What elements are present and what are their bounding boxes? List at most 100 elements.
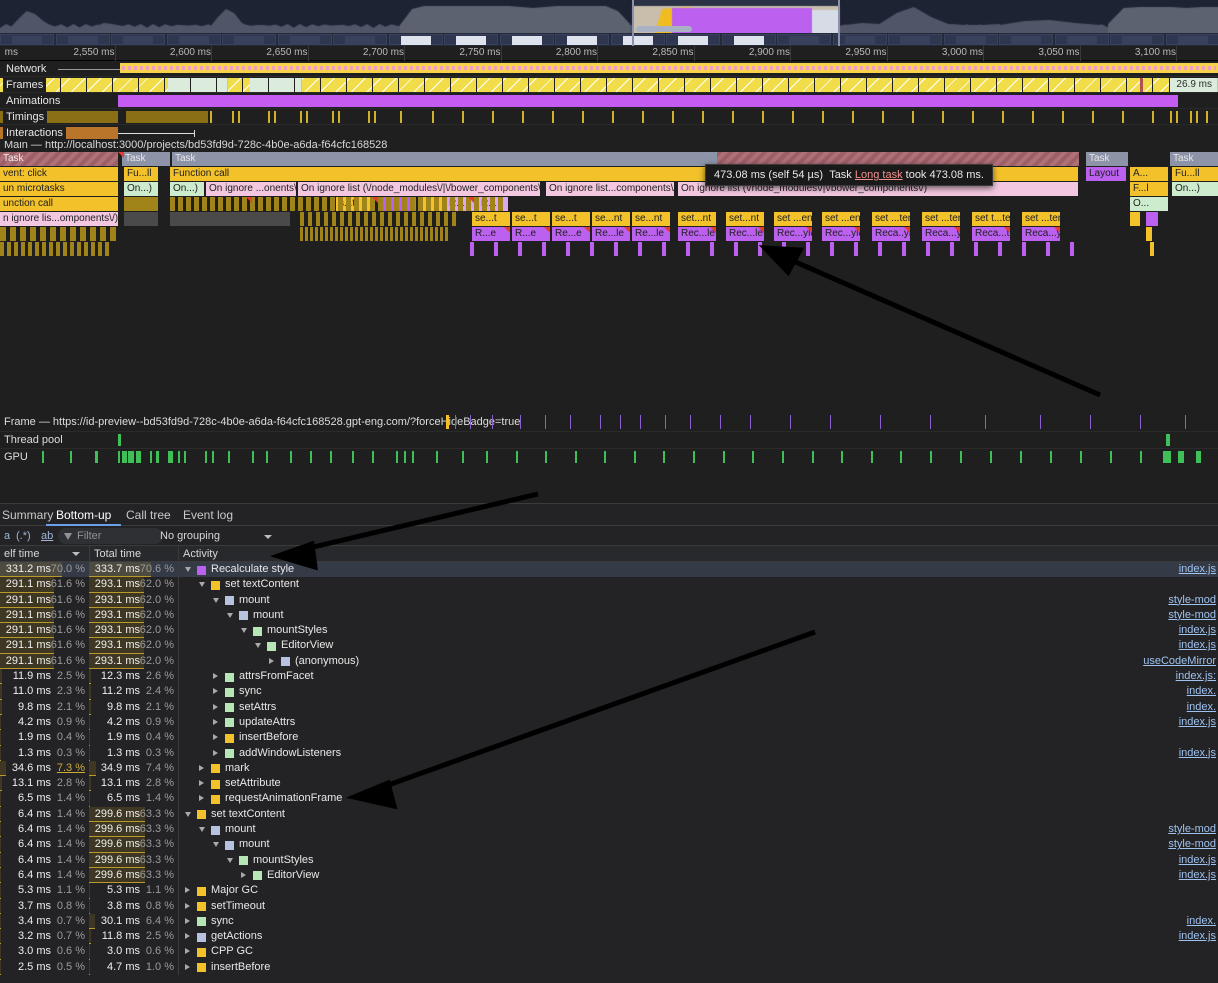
gpu-task[interactable]: [352, 451, 354, 463]
flame-block[interactable]: [370, 227, 373, 241]
flame-block[interactable]: [310, 227, 313, 241]
flame-set-textcontent[interactable]: set...nt: [678, 212, 716, 226]
flame-block[interactable]: [300, 212, 304, 226]
flame-block[interactable]: [542, 242, 546, 256]
flame-task[interactable]: [717, 152, 1079, 166]
tab-bottom-up[interactable]: Bottom-up: [46, 504, 122, 526]
table-row[interactable]: 3.7 ms 0.8 % 3.8 ms 0.8 % setTimeout: [0, 898, 1218, 914]
flame-block[interactable]: [335, 227, 338, 241]
gpu-task[interactable]: [1020, 451, 1022, 463]
gpu-task[interactable]: [663, 451, 665, 463]
flame-recalculate-style[interactable]: Rec...le: [678, 227, 716, 241]
table-row[interactable]: 331.2 ms 70.0 % 333.7 ms 70.6 % Recalculate …: [0, 562, 1218, 578]
source-link[interactable]: index.js:: [1175, 670, 1216, 683]
chevron-down-icon[interactable]: [199, 582, 205, 588]
gpu-task[interactable]: [184, 451, 186, 463]
chevron-right-icon[interactable]: [213, 688, 218, 695]
gpu-task[interactable]: [205, 451, 207, 463]
table-row[interactable]: 4.2 ms 0.9 % 4.2 ms 0.9 % updateAttrs index.j…: [0, 714, 1218, 731]
flame-block[interactable]: [340, 212, 344, 226]
timing-marker[interactable]: [1196, 111, 1198, 123]
flame-block[interactable]: [226, 197, 231, 211]
flame-block[interactable]: [194, 197, 199, 211]
timing-marker[interactable]: [702, 111, 704, 123]
timing-marker[interactable]: [792, 111, 794, 123]
timing-marker[interactable]: [374, 111, 376, 123]
flame-block[interactable]: [415, 227, 418, 241]
gpu-task[interactable]: [436, 451, 438, 463]
gpu-task[interactable]: [545, 451, 547, 463]
flame-block[interactable]: [445, 227, 448, 241]
timing-marker[interactable]: [238, 111, 240, 123]
flame-block[interactable]: [306, 197, 311, 211]
flame-block[interactable]: [10, 227, 16, 241]
source-link[interactable]: index.js: [1178, 930, 1216, 943]
flame-block[interactable]: [412, 212, 416, 226]
column-activity[interactable]: Activity: [178, 546, 1218, 562]
source-link[interactable]: style-mod: [1168, 608, 1216, 621]
flame-block[interactable]: [345, 227, 348, 241]
timing-marker[interactable]: [1152, 111, 1154, 123]
filmstrip-frame[interactable]: [444, 34, 498, 45]
table-row[interactable]: 6.4 ms 1.4 % 299.6 ms 63.3 % EditorView index…: [0, 867, 1218, 884]
flame-block[interactable]: [346, 197, 351, 211]
flame-block[interactable]: [35, 242, 39, 256]
flame-set-textcontent[interactable]: se...t: [512, 212, 550, 226]
overview-resize-handle[interactable]: [636, 26, 692, 32]
flame-block[interactable]: [124, 197, 158, 211]
gpu-task[interactable]: [1140, 451, 1142, 463]
filmstrip-frame[interactable]: [666, 34, 720, 45]
timing-marker[interactable]: [1092, 111, 1094, 123]
regex-button[interactable]: (.*): [16, 530, 31, 542]
timing-marker[interactable]: [232, 111, 234, 123]
flame-block[interactable]: [84, 242, 88, 256]
flame-block[interactable]: [186, 197, 191, 211]
source-link[interactable]: style-mod: [1168, 593, 1216, 606]
filmstrip-frame[interactable]: [222, 34, 276, 45]
flame-block[interactable]: [902, 242, 906, 256]
flame-block[interactable]: [370, 197, 375, 211]
flame-block[interactable]: [758, 242, 762, 256]
gpu-task[interactable]: [372, 451, 374, 463]
filmstrip-frame[interactable]: [166, 34, 221, 45]
flame-block[interactable]: [170, 212, 290, 226]
flame-task[interactable]: Task: [172, 152, 717, 166]
chevron-right-icon[interactable]: [185, 948, 190, 955]
frame-marker[interactable]: [620, 415, 621, 429]
frame-marker[interactable]: [830, 415, 831, 429]
flame-block[interactable]: [250, 197, 255, 211]
flame-block[interactable]: [7, 242, 11, 256]
flame-set-textcontent[interactable]: set ...tent: [872, 212, 910, 226]
filmstrip-frame[interactable]: [832, 34, 887, 45]
gpu-task[interactable]: [723, 451, 725, 463]
tab-summary[interactable]: Summary: [2, 508, 54, 522]
filmstrip-frame[interactable]: [1165, 34, 1218, 45]
gpu-task[interactable]: [1080, 451, 1082, 463]
table-row[interactable]: 6.4 ms 1.4 % 299.6 ms 63.3 % mountStyles inde…: [0, 852, 1218, 868]
flame-block[interactable]: [202, 197, 207, 211]
flame-block[interactable]: [28, 242, 32, 256]
gpu-task[interactable]: [693, 451, 695, 463]
flame-block[interactable]: [638, 242, 642, 256]
table-row[interactable]: 13.1 ms 2.8 % 13.1 ms 2.8 % setAttribute: [0, 776, 1218, 792]
chevron-right-icon[interactable]: [185, 902, 190, 909]
table-row[interactable]: 291.1 ms 61.6 % 293.1 ms 62.0 % mountStyles i…: [0, 623, 1218, 639]
chevron-down-icon[interactable]: [199, 827, 205, 833]
flame-block[interactable]: [330, 197, 335, 211]
flame-block[interactable]: [356, 212, 360, 226]
gpu-task[interactable]: [404, 451, 406, 463]
gpu-task[interactable]: [42, 451, 44, 463]
frame-marker[interactable]: [880, 415, 881, 429]
flame-block[interactable]: [124, 212, 158, 226]
chevron-right-icon[interactable]: [199, 780, 204, 787]
frame-marker[interactable]: [1140, 415, 1141, 429]
flame-block[interactable]: [60, 227, 66, 241]
flame-block[interactable]: [372, 212, 376, 226]
gpu-task[interactable]: [70, 451, 72, 463]
flame-block[interactable]: [498, 197, 503, 211]
overview-selection-window[interactable]: [632, 0, 840, 46]
flame-block[interactable]: [91, 242, 95, 256]
timing-marker[interactable]: [1062, 111, 1064, 123]
flame-block[interactable]: [234, 197, 239, 211]
gpu-task[interactable]: [871, 451, 873, 463]
